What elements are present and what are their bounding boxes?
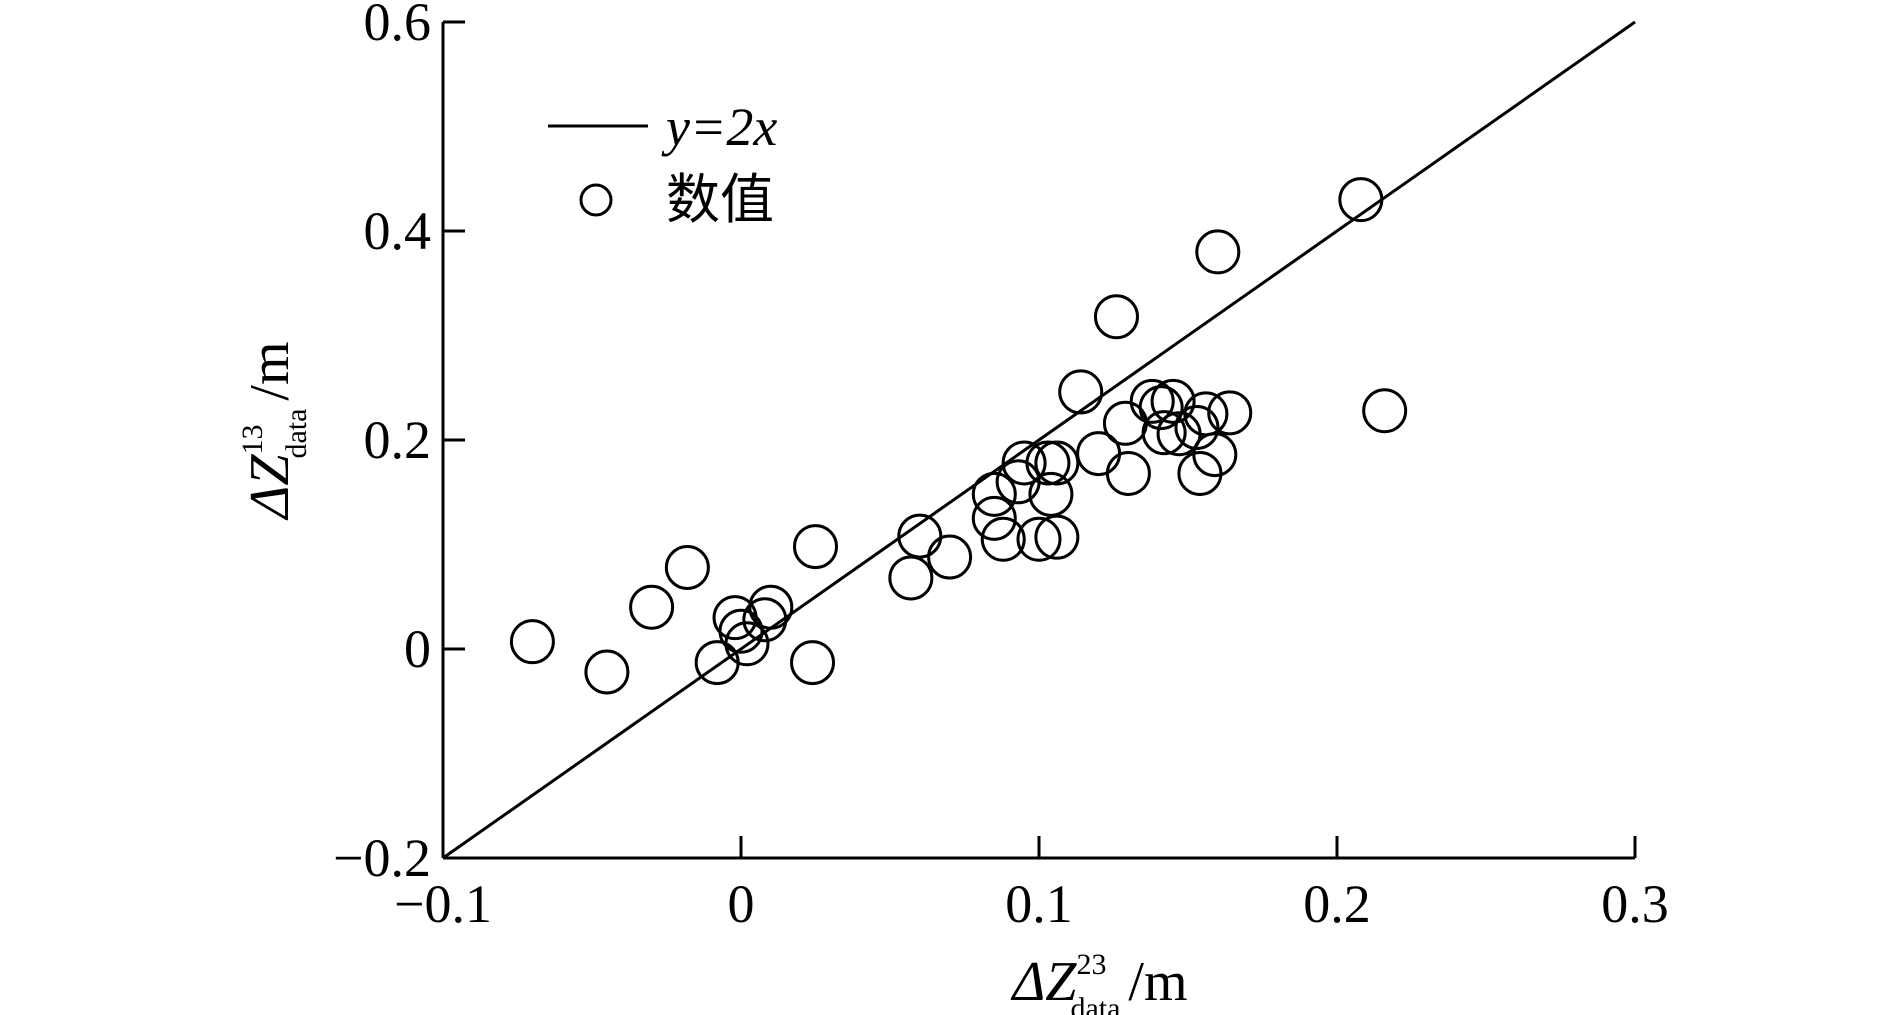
x-ticks: −0.1 0 0.1 0.2 0.3 <box>394 836 1669 934</box>
fit-line-group <box>442 20 1636 860</box>
y-tick-label: 0 <box>404 619 431 679</box>
y-axis-title-sub: data <box>280 409 313 459</box>
y-ticks: −0.2 0 0.2 0.4 0.6 <box>333 0 465 888</box>
x-tick-label: 0.3 <box>1601 874 1669 934</box>
data-point <box>748 584 794 630</box>
x-axis-title-main: ΔZ <box>1010 951 1077 1013</box>
data-point <box>888 555 934 601</box>
data-point <box>694 640 740 686</box>
x-tick-label: 0 <box>728 874 755 934</box>
data-point <box>1016 516 1062 562</box>
data-point <box>971 471 1017 517</box>
data-point <box>1207 390 1253 436</box>
x-axis-title: ΔZ23 data/m <box>1010 948 1187 1015</box>
data-point <box>1058 369 1104 415</box>
data-point <box>629 584 675 630</box>
data-point <box>927 534 973 580</box>
legend: y=2x 数值 <box>548 97 777 230</box>
data-point <box>1001 440 1047 486</box>
y-axis-title-sup: 13 <box>236 425 269 455</box>
data-point <box>724 621 770 667</box>
data-point <box>1129 378 1175 424</box>
legend-scatter-label: 数值 <box>666 170 774 230</box>
data-point <box>1105 450 1151 496</box>
data-point <box>1034 514 1080 560</box>
x-axis-title-sup: 23 <box>1076 948 1106 981</box>
data-point <box>790 640 836 686</box>
data-point <box>1195 229 1241 275</box>
data-point <box>980 516 1026 562</box>
data-point <box>1025 440 1071 486</box>
legend-line-label: y=2x <box>661 97 777 157</box>
data-point <box>1174 404 1220 450</box>
data-point <box>1150 378 1196 424</box>
y-tick-label: 0.2 <box>364 410 432 470</box>
data-point <box>664 544 710 590</box>
data-point <box>1141 410 1187 456</box>
data-point <box>793 524 838 570</box>
data-point <box>1177 450 1223 496</box>
data-point <box>509 619 555 665</box>
data-point <box>1138 385 1184 431</box>
y-tick-label: 0.4 <box>364 201 432 261</box>
y-tick-label: 0.6 <box>364 0 432 52</box>
data-points <box>509 177 1408 695</box>
y-tick-label: −0.2 <box>333 828 431 888</box>
x-axis-title-sub: data <box>1070 992 1120 1015</box>
x-tick-label: 0.2 <box>1303 874 1371 934</box>
data-point <box>584 649 630 695</box>
data-point <box>1338 177 1384 223</box>
y-axis-title-main: ΔZ <box>239 454 301 521</box>
fit-line-y-2x <box>442 20 1636 860</box>
data-point <box>897 513 943 559</box>
y-axis-title: ΔZ13 data/m <box>236 341 313 520</box>
x-axis-title-unit: /m <box>1128 951 1187 1013</box>
data-point <box>1034 440 1080 486</box>
data-point <box>971 495 1017 541</box>
data-point <box>1192 432 1238 478</box>
x-tick-label: −0.1 <box>394 874 492 934</box>
y-axis-title-unit: /m <box>239 341 301 400</box>
legend-circle-swatch <box>579 183 613 217</box>
data-point <box>1362 388 1408 434</box>
data-point <box>1093 294 1139 340</box>
x-tick-label: 0.1 <box>1005 874 1073 934</box>
data-point <box>1028 471 1074 517</box>
